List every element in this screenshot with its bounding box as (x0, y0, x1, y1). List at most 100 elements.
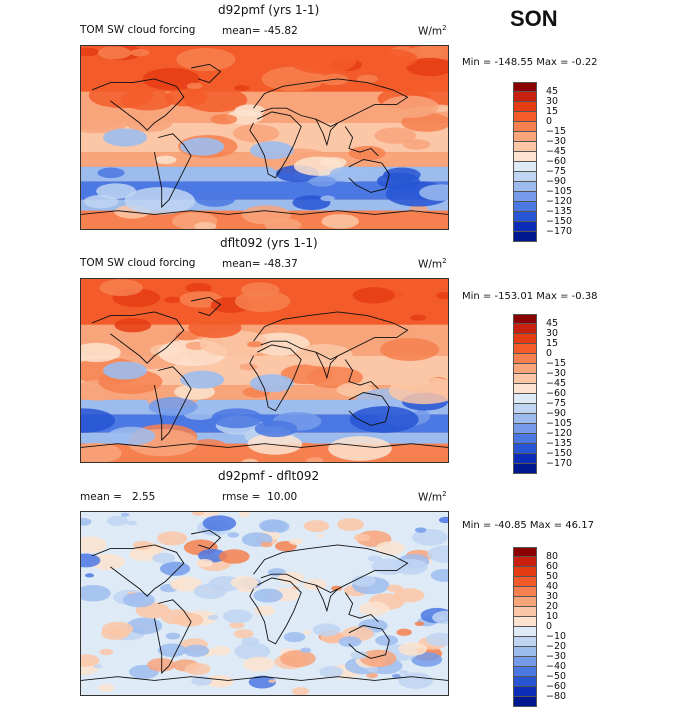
colorbar-tick-label: 15 (546, 338, 559, 349)
colorbar-swatch (513, 687, 537, 697)
colorbar-swatch (513, 597, 537, 607)
colorbar-tick-label: 20 (546, 601, 559, 612)
season-label: SON (510, 6, 558, 31)
colorbar-tick-label: −150 (546, 216, 573, 227)
coastline (315, 584, 339, 613)
colorbar-tick-label: 0 (546, 348, 553, 359)
panel1-mean-value: -45.82 (263, 25, 298, 37)
colorbar-swatch (513, 182, 537, 192)
coastline (253, 78, 409, 128)
coastline (348, 625, 390, 659)
colorbar-swatch (513, 647, 537, 657)
colorbar-swatch (513, 677, 537, 687)
coastline (315, 118, 339, 147)
colorbar-tick-label: −30 (546, 368, 567, 379)
colorbar-swatch (513, 667, 537, 677)
panel1-map (80, 45, 449, 230)
colorbar-swatch (513, 414, 537, 424)
coastline (91, 311, 185, 364)
panel3-rmse: rmse = 10.00 (222, 491, 298, 503)
colorbar-swatch (513, 82, 537, 92)
panel3-mean: mean = 2.55 (80, 491, 156, 503)
colorbar-tick-label: 80 (546, 551, 559, 562)
colorbar-tick-label: −30 (546, 136, 567, 147)
colorbar-swatch (513, 697, 537, 707)
panel1-title: d92pmf (yrs 1-1) (218, 3, 320, 17)
map-field (81, 512, 448, 695)
colorbar-tick-label: −50 (546, 671, 567, 682)
colorbar-tick-label: −90 (546, 176, 567, 187)
colorbar-swatch (513, 172, 537, 182)
coastline (249, 577, 302, 645)
panel2-title: dflt092 (yrs 1-1) (220, 236, 318, 250)
colorbar-tick-label: 30 (546, 96, 559, 107)
colorbar-tick-label: −60 (546, 681, 567, 692)
colorbar-tick-label: 0 (546, 116, 553, 127)
colorbar-tick-label: 45 (546, 86, 559, 97)
colorbar-tick-label: −90 (546, 408, 567, 419)
colorbar-swatch (513, 577, 537, 587)
colorbar-swatch (513, 394, 537, 404)
colorbar-tick-label: 60 (546, 561, 559, 572)
colorbar-tick-label: −15 (546, 126, 567, 137)
colorbar-swatch (513, 102, 537, 112)
panel3-colorbar (513, 547, 537, 707)
panel1-units: W/m2 (418, 24, 447, 38)
colorbar-tick-label: 50 (546, 571, 559, 582)
panel2-min-max: Min = -153.01 Max = -0.38 (462, 291, 598, 302)
coastline (344, 126, 379, 157)
colorbar-swatch (513, 444, 537, 454)
colorbar-tick-label: 45 (546, 318, 559, 329)
colorbar-swatch (513, 454, 537, 464)
colorbar-swatch (513, 122, 537, 132)
panel1-colorbar (513, 82, 537, 242)
panel2-mean-value: -48.37 (263, 258, 298, 270)
colorbar-tick-label: 40 (546, 581, 559, 592)
panel3-units: W/m2 (418, 490, 447, 504)
colorbar-tick-label: −20 (546, 641, 567, 652)
colorbar-tick-label: −60 (546, 388, 567, 399)
coastline (348, 392, 390, 426)
colorbar-swatch (513, 627, 537, 637)
colorbar-swatch (513, 404, 537, 414)
colorbar-tick-label: 0 (546, 621, 553, 632)
colorbar-tick-label: −40 (546, 661, 567, 672)
colorbar-swatch (513, 354, 537, 364)
colorbar-tick-label: −60 (546, 156, 567, 167)
map-field (81, 279, 448, 462)
colorbar-tick-label: 30 (546, 328, 559, 339)
colorbar-tick-label: −105 (546, 186, 573, 197)
colorbar-tick-label: −75 (546, 398, 567, 409)
panel3-map (80, 511, 449, 696)
colorbar-swatch (513, 142, 537, 152)
panel3-rmse-value: 10.00 (267, 491, 298, 503)
colorbar-swatch (513, 92, 537, 102)
panel3-title: d92pmf - dflt092 (218, 469, 320, 483)
coastline (81, 676, 448, 681)
colorbar-tick-label: −45 (546, 146, 567, 157)
colorbar-tick-label: −150 (546, 448, 573, 459)
colorbar-tick-label: −135 (546, 438, 573, 449)
colorbar-swatch (513, 152, 537, 162)
colorbar-swatch (513, 192, 537, 202)
coastline (191, 296, 222, 317)
coastline (348, 159, 390, 193)
panel1-min-max: Min = -148.55 Max = -0.22 (462, 57, 598, 68)
colorbar-tick-label: −80 (546, 691, 567, 702)
colorbar-swatch (513, 374, 537, 384)
colorbar-tick-label: −170 (546, 226, 573, 237)
coastline (253, 311, 409, 361)
coastline (81, 210, 448, 215)
panel1-mean: mean= -45.82 (222, 25, 298, 37)
colorbar-tick-label: −30 (546, 651, 567, 662)
colorbar-tick-label: −15 (546, 358, 567, 369)
colorbar-swatch (513, 637, 537, 647)
colorbar-tick-label: 30 (546, 591, 559, 602)
colorbar-swatch (513, 567, 537, 577)
coastline (91, 544, 185, 597)
colorbar-swatch (513, 364, 537, 374)
colorbar-swatch (513, 222, 537, 232)
colorbar-swatch (513, 162, 537, 172)
coastline (153, 599, 192, 675)
colorbar-swatch (513, 314, 537, 324)
